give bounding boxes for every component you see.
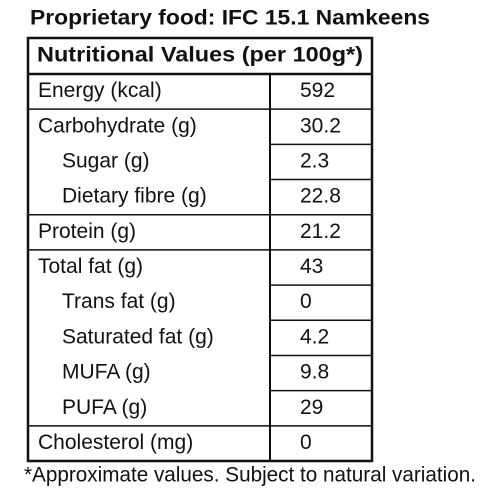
nutrient-label: Carbohydrate (g) bbox=[38, 114, 197, 137]
sub-nutrient-label: PUFA (g) bbox=[62, 396, 147, 419]
nutrient-value: 592 bbox=[300, 79, 335, 102]
title: Proprietary food: IFC 15.1 Namkeens bbox=[30, 7, 430, 30]
nutrient-label: Energy (kcal) bbox=[38, 79, 162, 102]
nutrient-value: 43 bbox=[300, 255, 323, 278]
nutrient-value: 9.8 bbox=[300, 361, 329, 384]
nutrient-value: 29 bbox=[300, 396, 323, 419]
nutrient-value: 22.8 bbox=[300, 185, 341, 208]
nutrient-value: 2.3 bbox=[300, 150, 329, 173]
nutrient-label: Cholesterol (mg) bbox=[38, 431, 193, 454]
nutrient-value: 0 bbox=[300, 290, 312, 313]
sub-nutrient-label: Trans fat (g) bbox=[62, 290, 176, 313]
nutrient-value: 21.2 bbox=[300, 220, 341, 243]
sub-nutrient-label: Sugar (g) bbox=[62, 150, 150, 173]
nutrient-value: 0 bbox=[300, 431, 312, 454]
sub-nutrient-label: Saturated fat (g) bbox=[62, 325, 214, 348]
footnote: *Approximate values. Subject to natural … bbox=[24, 464, 476, 487]
nutrient-label: Protein (g) bbox=[38, 220, 136, 243]
nutrient-value: 4.2 bbox=[300, 325, 329, 348]
sub-nutrient-label: Dietary fibre (g) bbox=[62, 185, 207, 208]
nutrient-value: 30.2 bbox=[300, 114, 341, 137]
table-header: Nutritional Values (per 100g*) bbox=[37, 44, 363, 67]
nutrient-label: Total fat (g) bbox=[38, 255, 143, 278]
sub-nutrient-label: MUFA (g) bbox=[62, 361, 151, 384]
